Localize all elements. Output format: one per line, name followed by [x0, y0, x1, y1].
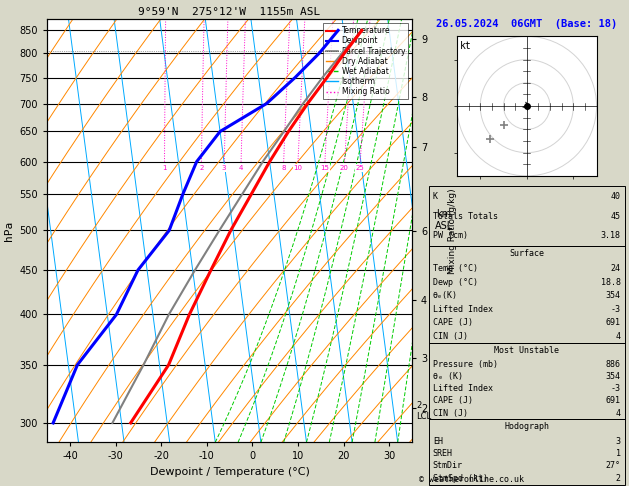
Text: 4: 4	[239, 165, 243, 171]
Text: © weatheronline.co.uk: © weatheronline.co.uk	[420, 474, 524, 484]
Text: CAPE (J): CAPE (J)	[433, 397, 473, 405]
Text: 2: 2	[199, 165, 204, 171]
Text: 1: 1	[616, 449, 621, 458]
Bar	[429, 187, 625, 245]
Text: Hodograph: Hodograph	[504, 422, 549, 431]
Text: 3.18: 3.18	[601, 231, 621, 240]
Text: K: K	[433, 192, 438, 201]
Text: 1: 1	[162, 165, 167, 171]
Text: 10: 10	[293, 165, 303, 171]
X-axis label: Dewpoint / Temperature (°C): Dewpoint / Temperature (°C)	[150, 467, 309, 477]
Text: Mixing Ratio (g/kg): Mixing Ratio (g/kg)	[448, 188, 457, 274]
Text: 25: 25	[355, 165, 364, 171]
Legend: Temperature, Dewpoint, Parcel Trajectory, Dry Adiabat, Wet Adiabat, Isotherm, Mi: Temperature, Dewpoint, Parcel Trajectory…	[323, 23, 408, 99]
Text: Dewp (°C): Dewp (°C)	[433, 278, 478, 287]
Text: Pressure (mb): Pressure (mb)	[433, 361, 498, 369]
Text: θₑ(K): θₑ(K)	[433, 291, 458, 300]
Text: θₑ (K): θₑ (K)	[433, 372, 463, 382]
Text: CAPE (J): CAPE (J)	[433, 318, 473, 327]
Text: Surface: Surface	[509, 249, 544, 258]
Text: kt: kt	[460, 40, 472, 51]
Text: 354: 354	[606, 291, 621, 300]
Text: 26.05.2024  06GMT  (Base: 18): 26.05.2024 06GMT (Base: 18)	[436, 19, 618, 30]
Y-axis label: hPa: hPa	[4, 221, 14, 241]
Bar	[429, 419, 625, 485]
Text: PW (cm): PW (cm)	[433, 231, 468, 240]
Text: 4: 4	[616, 331, 621, 341]
Text: -3: -3	[611, 305, 621, 313]
Text: 27°: 27°	[606, 462, 621, 470]
Bar	[429, 245, 625, 343]
Text: SREH: SREH	[433, 449, 453, 458]
Text: 8: 8	[281, 165, 286, 171]
Text: 45: 45	[611, 211, 621, 221]
Text: 2
LCL: 2 LCL	[416, 401, 431, 420]
Text: 886: 886	[606, 361, 621, 369]
Text: 3: 3	[222, 165, 226, 171]
Text: 2: 2	[616, 474, 621, 483]
Text: StmDir: StmDir	[433, 462, 463, 470]
Text: Lifted Index: Lifted Index	[433, 305, 493, 313]
Title: 9°59'N  275°12'W  1155m ASL: 9°59'N 275°12'W 1155m ASL	[138, 7, 321, 17]
Text: Most Unstable: Most Unstable	[494, 346, 559, 355]
Text: 691: 691	[606, 397, 621, 405]
Text: 4: 4	[616, 409, 621, 417]
Text: 20: 20	[340, 165, 348, 171]
Text: 18.8: 18.8	[601, 278, 621, 287]
Text: Temp (°C): Temp (°C)	[433, 264, 478, 273]
Text: Lifted Index: Lifted Index	[433, 384, 493, 394]
Text: CIN (J): CIN (J)	[433, 409, 468, 417]
Text: 354: 354	[606, 372, 621, 382]
Text: -3: -3	[611, 384, 621, 394]
Text: CIN (J): CIN (J)	[433, 331, 468, 341]
Text: 3: 3	[616, 437, 621, 446]
Text: EH: EH	[433, 437, 443, 446]
Text: 691: 691	[606, 318, 621, 327]
Y-axis label: km
ASL: km ASL	[435, 209, 453, 231]
Text: StmSpd (kt): StmSpd (kt)	[433, 474, 487, 483]
Text: Totals Totals: Totals Totals	[433, 211, 498, 221]
Text: 40: 40	[611, 192, 621, 201]
Text: 24: 24	[611, 264, 621, 273]
Bar	[429, 343, 625, 419]
Text: 15: 15	[320, 165, 329, 171]
